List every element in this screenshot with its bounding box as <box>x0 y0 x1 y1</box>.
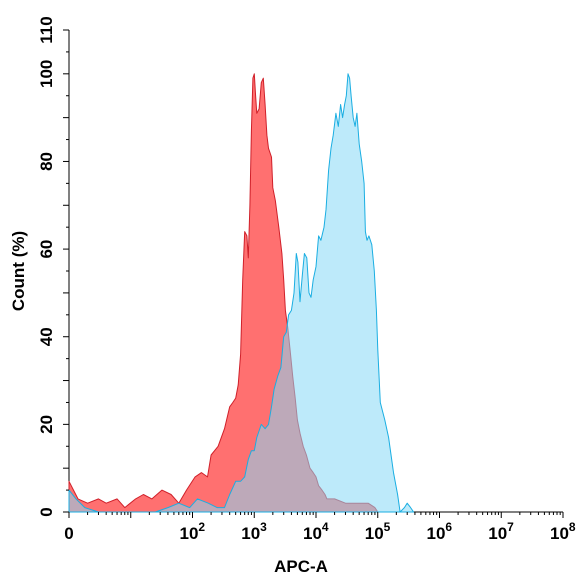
histogram-series-2 <box>68 73 415 513</box>
y-tick-label: 40 <box>37 327 56 346</box>
y-tick-label: 0 <box>37 507 56 516</box>
x-axis-ticks: 0 102 103 104 105 106 107 108 <box>64 512 576 543</box>
series-layer <box>68 73 415 513</box>
x-tick-label: 102 <box>180 520 206 543</box>
x-tick-label: 104 <box>303 520 329 543</box>
y-tick-label: 110 <box>37 16 56 43</box>
x-tick-label: 107 <box>488 520 514 543</box>
y-axis-title: Count (%) <box>9 231 28 311</box>
x-tick-label: 105 <box>365 520 391 543</box>
x-tick-label: 0 <box>64 524 73 543</box>
x-tick-label: 108 <box>550 520 576 543</box>
x-axis-title: APC-A <box>274 557 328 576</box>
y-tick-label: 100 <box>37 60 56 88</box>
y-tick-label: 60 <box>37 240 56 259</box>
y-axis-ticks: 0 20 40 60 80 100 110 <box>37 16 69 517</box>
x-tick-label: 106 <box>427 520 453 543</box>
y-tick-label: 80 <box>37 152 56 171</box>
x-tick-label: 103 <box>241 520 267 543</box>
y-tick-label: 20 <box>37 415 56 434</box>
